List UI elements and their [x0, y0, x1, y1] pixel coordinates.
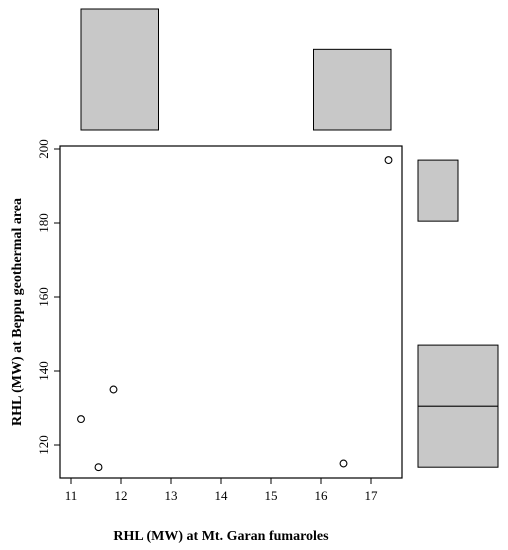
- top-histogram-bar: [80, 8, 159, 131]
- x-axis: 11 12 13 14 15 16 17: [65, 478, 378, 503]
- x-tick-label: 11: [65, 488, 78, 503]
- right-histogram-bar: [417, 405, 499, 468]
- data-point: [94, 463, 103, 472]
- x-tick-label: 15: [265, 488, 278, 503]
- right-histogram: [417, 159, 499, 468]
- x-tick-label: 16: [315, 488, 329, 503]
- data-point: [77, 415, 85, 424]
- right-histogram-bar: [417, 159, 459, 222]
- y-tick-label: 200: [36, 139, 51, 159]
- plot-frame: [59, 145, 403, 479]
- y-axis-title: RHL (MW) at Beppu geothermal area: [10, 198, 25, 426]
- x-tick-label: 17: [365, 488, 379, 503]
- top-histogram: [80, 8, 392, 131]
- scatter-plot-area: 11 12 13 14 15 16 17 120 140 160 180 200: [36, 139, 403, 503]
- y-tick-label: 120: [36, 435, 51, 455]
- y-tick-label: 160: [36, 287, 51, 307]
- top-histogram-bar: [313, 48, 392, 131]
- right-histogram-bar: [417, 344, 499, 407]
- data-points: [77, 156, 393, 472]
- y-axis: 120 140 160 180 200: [36, 139, 60, 455]
- data-point: [339, 459, 348, 468]
- x-tick-label: 14: [215, 488, 229, 503]
- x-tick-label: 12: [115, 488, 128, 503]
- x-axis-title: RHL (MW) at Mt. Garan fumaroles: [113, 529, 329, 544]
- x-tick-label: 13: [165, 488, 178, 503]
- y-tick-label: 180: [36, 213, 51, 233]
- data-point: [384, 156, 393, 165]
- y-tick-label: 140: [36, 361, 51, 381]
- data-point: [109, 385, 118, 394]
